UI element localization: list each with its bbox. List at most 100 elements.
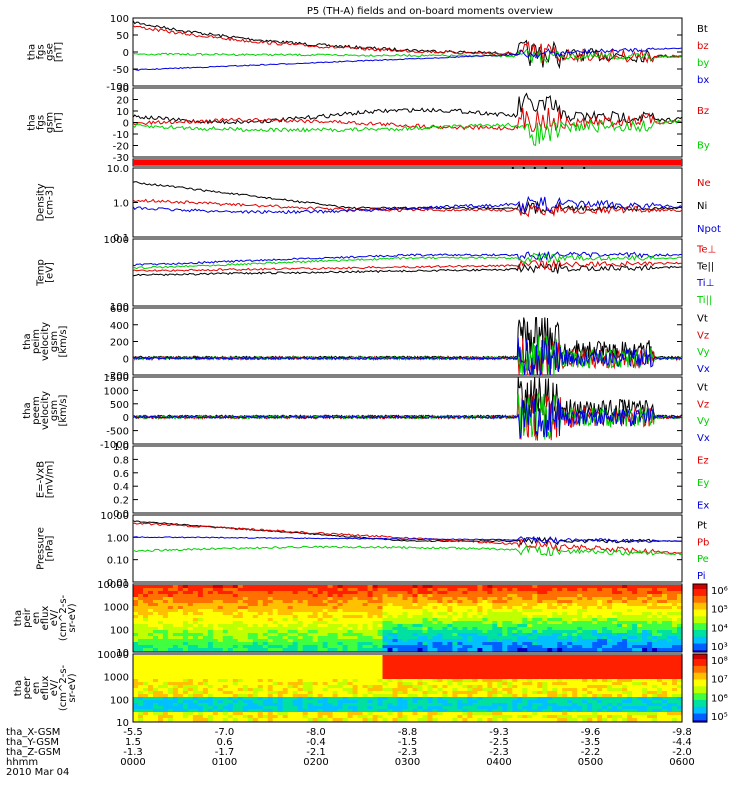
heatmap-cell	[252, 648, 259, 652]
heatmap-cell	[372, 585, 379, 589]
heatmap-cell	[447, 661, 453, 665]
heatmap-cell	[462, 597, 468, 601]
heatmap-cell	[612, 685, 618, 689]
heatmap-cell	[397, 606, 404, 610]
heatmap-cell	[252, 697, 259, 701]
heatmap-cell	[472, 636, 478, 640]
heatmap-cell	[647, 655, 653, 659]
heatmap-cell	[487, 664, 493, 668]
heatmap-cell	[167, 588, 174, 592]
heatmap-cell	[617, 621, 623, 625]
heatmap-cell	[362, 709, 369, 713]
heatmap-cell	[172, 715, 179, 719]
heatmap-cell	[377, 624, 384, 628]
heatmap-cell	[427, 658, 434, 662]
heatmap-cell	[477, 661, 483, 665]
heatmap-cell	[592, 664, 598, 668]
heatmap-cell	[367, 664, 374, 668]
heatmap-cell	[527, 609, 533, 613]
heatmap-cell	[602, 691, 608, 695]
heatmap-cell	[647, 603, 653, 607]
heatmap-cell	[472, 673, 478, 677]
heatmap-cell	[227, 609, 234, 613]
heatmap-cell	[577, 606, 583, 610]
heatmap-cell	[307, 618, 314, 622]
heatmap-cell	[547, 600, 553, 604]
heatmap-cell	[617, 658, 623, 662]
heatmap-cell	[182, 688, 189, 692]
heatmap-cell	[357, 655, 364, 659]
heatmap-cell	[547, 676, 553, 680]
heatmap-cell	[647, 624, 653, 628]
heatmap-cell	[472, 655, 478, 659]
heatmap-cell	[512, 633, 518, 637]
heatmap-cell	[158, 712, 164, 716]
heatmap-cell	[667, 639, 673, 643]
heatmap-cell	[547, 670, 553, 674]
heatmap-cell	[242, 612, 249, 616]
heatmap-cell	[232, 715, 239, 719]
heatmap-cell	[627, 591, 633, 595]
heatmap-cell	[282, 712, 289, 716]
heatmap-cell	[547, 648, 553, 652]
heatmap-cell	[587, 670, 593, 674]
heatmap-cell	[162, 642, 169, 646]
heatmap-cell	[267, 642, 274, 646]
heatmap-cell	[342, 603, 349, 607]
heatmap-cell	[197, 700, 204, 704]
heatmap-cell	[417, 694, 424, 698]
heatmap-cell	[382, 639, 389, 643]
heatmap-cell	[532, 676, 538, 680]
heatmap-cell	[138, 661, 144, 665]
heatmap-cell	[642, 591, 648, 595]
heatmap-cell	[512, 627, 518, 631]
series-Pe	[132, 544, 683, 557]
heatmap-cell	[492, 627, 498, 631]
heatmap-cell	[552, 691, 558, 695]
heatmap-cell	[222, 621, 229, 625]
heatmap-cell	[457, 676, 463, 680]
heatmap-cell	[662, 618, 668, 622]
heatmap-cell	[217, 615, 224, 619]
heatmap-cell	[133, 633, 139, 637]
heatmap-cell	[627, 691, 633, 695]
heatmap-cell	[577, 676, 583, 680]
heatmap-cell	[512, 679, 518, 683]
colorbar-cell	[693, 594, 707, 597]
heatmap-cell	[382, 642, 389, 646]
heatmap-cell	[402, 703, 409, 707]
colorbar-cell	[693, 597, 707, 600]
heatmap-cell	[232, 667, 239, 671]
heatmap-cell	[647, 585, 653, 589]
heatmap-cell	[612, 627, 618, 631]
heatmap-cell	[532, 585, 538, 589]
heatmap-cell	[202, 679, 209, 683]
heatmap-cell	[372, 667, 379, 671]
heatmap-cell	[252, 661, 259, 665]
heatmap-cell	[482, 603, 488, 607]
heatmap-cell	[317, 633, 324, 637]
heatmap-cell	[242, 703, 249, 707]
heatmap-cell	[497, 658, 503, 662]
heatmap-cell	[292, 600, 299, 604]
heatmap-cell	[562, 697, 568, 701]
heatmap-cell	[222, 661, 229, 665]
series-bz	[132, 24, 682, 64]
heatmap-cell	[672, 606, 678, 610]
ylabel-line: tha	[27, 44, 38, 60]
heatmap-cell	[372, 700, 379, 704]
heatmap-cell	[272, 648, 279, 652]
heatmap-cell	[177, 630, 184, 634]
heatmap-cell	[357, 591, 364, 595]
heatmap-cell	[467, 630, 473, 634]
heatmap-cell	[592, 639, 598, 643]
heatmap-cell	[382, 661, 389, 665]
heatmap-cell	[148, 658, 154, 662]
heatmap-cell	[582, 636, 588, 640]
heatmap-cell	[507, 658, 513, 662]
legend-label: Vt	[697, 314, 708, 325]
heatmap-cell	[492, 621, 498, 625]
heatmap-cell	[367, 694, 374, 698]
heatmap-cell	[217, 673, 224, 677]
heatmap-cell	[587, 591, 593, 595]
